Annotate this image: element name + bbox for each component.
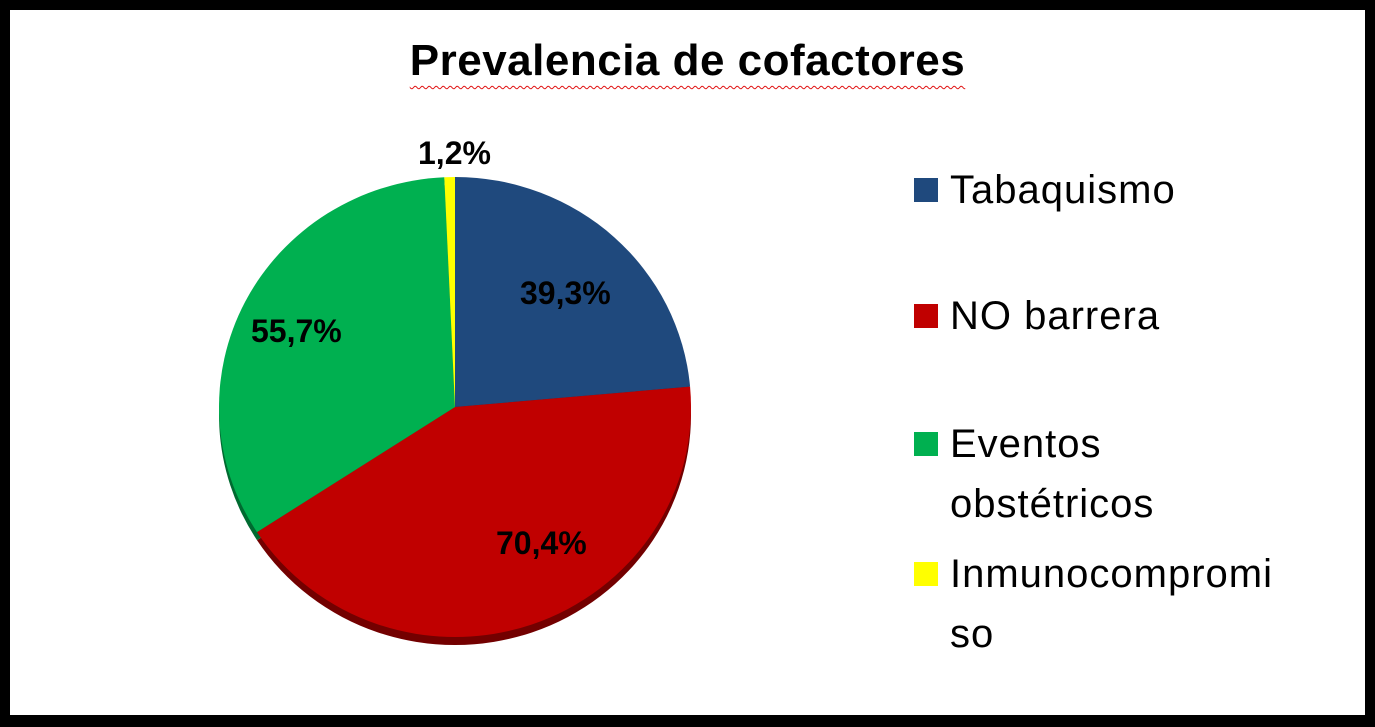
legend-label-line: Eventos <box>950 422 1102 466</box>
legend-swatch-no-barrera <box>914 304 938 328</box>
legend-label-no-barrera: NO barrera <box>950 286 1350 346</box>
legend-swatch-eventos-obstetricos <box>914 432 938 456</box>
pie-slice-inmunocompromiso <box>444 177 455 407</box>
pie-slices <box>219 177 691 645</box>
data-label-no-barrera: 70,4% <box>496 525 587 561</box>
data-label-tabaquismo: 39,3% <box>520 275 611 311</box>
chart-title: Prevalencia de cofactores <box>409 36 966 85</box>
legend-label-line: NO barrera <box>950 294 1161 338</box>
legend-label-inmunocompromiso: Inmunocompromi so <box>950 544 1350 664</box>
data-label-eventos-obstetricos: 55,7% <box>251 313 342 349</box>
legend-label-line: Inmunocompromi <box>950 552 1274 596</box>
legend-label-line: so <box>950 612 995 656</box>
legend-label-line: Tabaquismo <box>950 168 1176 212</box>
pie-slice-no-barrera <box>256 386 691 637</box>
data-label-inmunocompromiso: 1,2% <box>418 135 491 171</box>
legend-label-tabaquismo: Tabaquismo <box>950 160 1350 220</box>
pie-slice-tabaquismo <box>455 177 691 407</box>
pie-slice-eventos-obstetricos <box>219 177 455 533</box>
legend-swatch-inmunocompromiso <box>914 562 938 586</box>
legend-label-line: obstétricos <box>950 482 1155 526</box>
legend-label-eventos-obstetricos: Eventos obstétricos <box>950 414 1350 534</box>
legend-swatch-tabaquismo <box>914 178 938 202</box>
